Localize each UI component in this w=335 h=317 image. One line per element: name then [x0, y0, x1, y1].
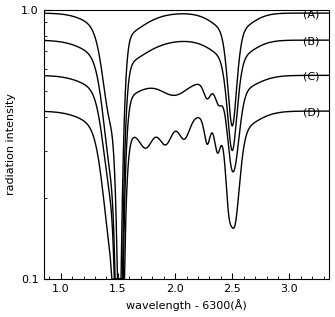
- Text: (A): (A): [303, 9, 320, 19]
- Y-axis label: radiation intensity: radiation intensity: [6, 93, 15, 195]
- X-axis label: wavelength - 6300(Å): wavelength - 6300(Å): [126, 300, 247, 311]
- Text: (B): (B): [303, 37, 320, 47]
- Text: (C): (C): [303, 71, 320, 81]
- Text: (D): (D): [303, 107, 320, 118]
